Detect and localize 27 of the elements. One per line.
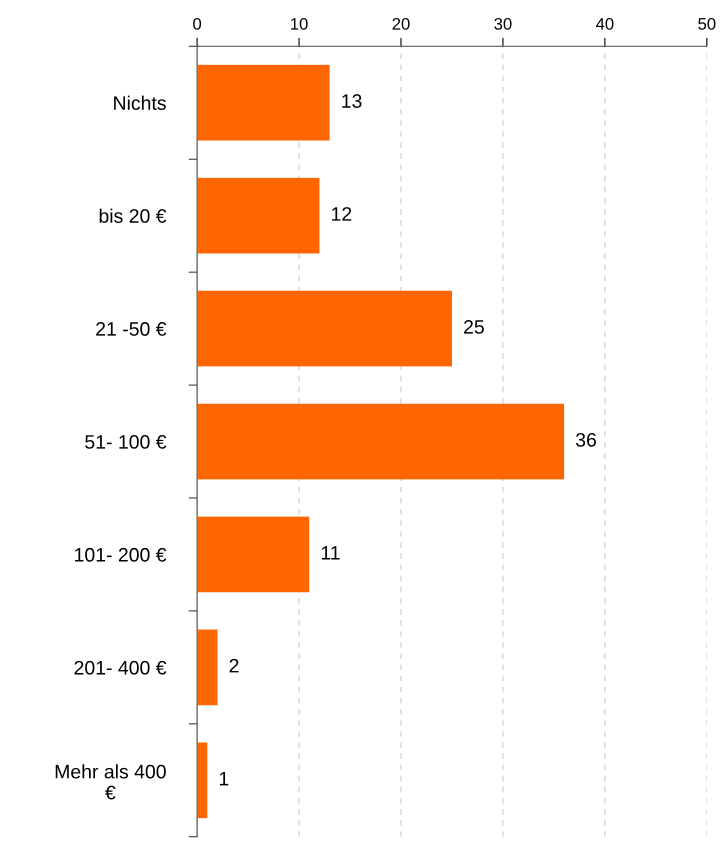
data-label: 25 bbox=[464, 320, 484, 334]
data-label: 1 bbox=[220, 772, 228, 786]
bar bbox=[197, 404, 564, 480]
y-tick-label: 21 -50 € bbox=[96, 322, 166, 336]
bar bbox=[197, 742, 208, 818]
y-tick-label: 51- 100 € bbox=[85, 434, 166, 449]
y-tick-label: Nichts bbox=[114, 96, 166, 110]
data-label: 2 bbox=[230, 658, 238, 672]
data-label: 36 bbox=[576, 432, 596, 447]
y-tick-label: 101- 200 € bbox=[75, 548, 166, 562]
bar bbox=[197, 64, 330, 141]
bar bbox=[197, 178, 320, 254]
data-label: 13 bbox=[342, 94, 362, 108]
x-tick-label: 30 bbox=[494, 18, 512, 30]
data-label: 12 bbox=[332, 207, 352, 221]
x-tick-label: 50 bbox=[698, 18, 716, 30]
y-tick-label: bis 20 € bbox=[100, 208, 166, 223]
x-tick-label: 0 bbox=[193, 18, 202, 30]
bar bbox=[197, 630, 218, 706]
bar bbox=[197, 290, 452, 366]
y-tick-label: Mehr als 400 € bbox=[56, 764, 166, 800]
x-tick-label: 40 bbox=[596, 18, 614, 30]
x-tick-label: 20 bbox=[392, 18, 410, 30]
data-label: 11 bbox=[322, 546, 340, 560]
y-tick-label: 201- 400 € bbox=[74, 660, 166, 675]
x-tick-label: 10 bbox=[291, 18, 308, 30]
bar bbox=[197, 516, 310, 592]
